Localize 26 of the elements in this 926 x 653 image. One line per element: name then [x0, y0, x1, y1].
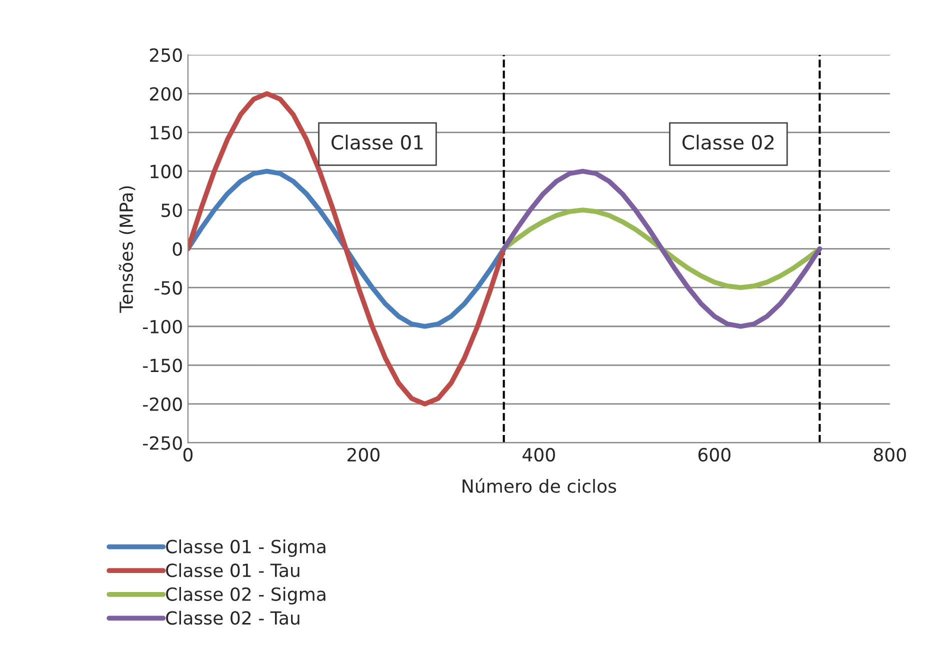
y-tick-label: -250 [143, 436, 182, 450]
y-tick-label: -50 [154, 281, 182, 295]
y-tick-label: 150 [150, 126, 182, 140]
x-axis-title: Número de ciclos [462, 478, 616, 493]
y-tick-label: 50 [162, 203, 182, 218]
y-tick-label: 100 [150, 164, 182, 178]
y-tick-label: -100 [143, 320, 182, 334]
y-tick-label: 250 [150, 48, 182, 62]
x-tick-label: 400 [522, 448, 555, 462]
x-tick-label: 600 [698, 448, 730, 462]
legend-label: Classe 01 - Sigma [166, 539, 326, 557]
x-tick-label: 800 [874, 448, 906, 462]
annotation: Classe 01 [332, 134, 423, 150]
x-tick-label: 200 [348, 448, 380, 462]
x-tick-label: 0 [183, 448, 193, 462]
annotation: Classe 02 [682, 134, 774, 150]
legend-label: Classe 01 - Tau [166, 563, 300, 578]
y-tick-label: 200 [150, 87, 182, 101]
legend-label: Classe 02 - Sigma [166, 587, 326, 604]
legend-label: Classe 02 - Tau [166, 610, 300, 625]
y-axis-title: Tensões (MPa) [118, 186, 136, 313]
y-tick-label: 0 [172, 242, 182, 256]
y-tick-label: -200 [143, 397, 182, 412]
line-series [501, 168, 822, 329]
y-tick-label: -150 [143, 358, 182, 372]
line-series [188, 91, 506, 406]
